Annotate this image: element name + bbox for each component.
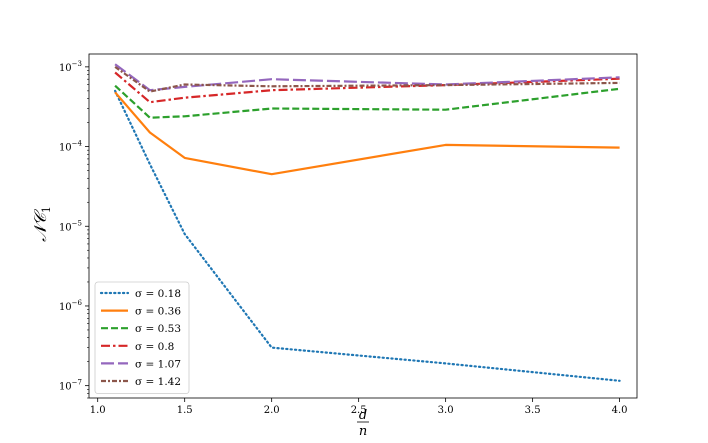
legend-label: σ = 1.42 bbox=[135, 376, 181, 388]
series-line bbox=[114, 66, 620, 93]
legend-label: σ = 0.36 bbox=[135, 306, 181, 318]
x-label-numerator: d bbox=[359, 408, 367, 423]
y-tick-label: 10−3 bbox=[59, 60, 82, 74]
x-tick-label: 2.5 bbox=[351, 405, 367, 416]
y-axis-label: 𝒩𝒞1 bbox=[31, 206, 53, 242]
legend-label: σ = 0.53 bbox=[135, 323, 181, 335]
svg-text:𝒩𝒞1: 𝒩𝒞1 bbox=[31, 206, 53, 242]
x-tick-label: 3.0 bbox=[438, 405, 454, 416]
series-layer bbox=[113, 63, 621, 382]
legend-label: σ = 0.8 bbox=[135, 341, 174, 353]
x-label-denominator: n bbox=[359, 424, 367, 439]
y-tick-label: 10−6 bbox=[59, 299, 83, 313]
legend-label: σ = 1.07 bbox=[135, 358, 181, 370]
legend-label: σ = 0.18 bbox=[135, 288, 181, 300]
y-label-main: 𝒩𝒞 bbox=[31, 209, 51, 242]
legend: σ = 0.18 σ = 0.36 σ = 0.53 σ = 0.8 σ = 1.07 σ… bbox=[94, 281, 190, 394]
series-line bbox=[114, 91, 620, 176]
y-label-sub: 1 bbox=[40, 206, 53, 213]
x-tick-label: 2.0 bbox=[264, 405, 280, 416]
x-tick-label: 4.0 bbox=[612, 405, 628, 416]
x-tick-label: 1.0 bbox=[90, 405, 106, 416]
series-line bbox=[114, 63, 620, 92]
y-tick-label: 10−4 bbox=[59, 140, 83, 154]
series-line bbox=[114, 84, 620, 119]
y-tick-label: 10−5 bbox=[59, 219, 82, 233]
x-axis-label: d n bbox=[357, 408, 369, 439]
x-tick-label: 3.5 bbox=[525, 405, 541, 416]
x-tick-label: 1.5 bbox=[177, 405, 193, 416]
x-axis: 1.0 1.5 2.0 2.5 3.0 3.5 4.0 bbox=[90, 398, 628, 416]
y-axis: 10−7 10−6 10−5 10−4 10−3 bbox=[59, 60, 89, 399]
series-line bbox=[113, 89, 621, 382]
y-tick-label: 10−7 bbox=[59, 379, 82, 393]
